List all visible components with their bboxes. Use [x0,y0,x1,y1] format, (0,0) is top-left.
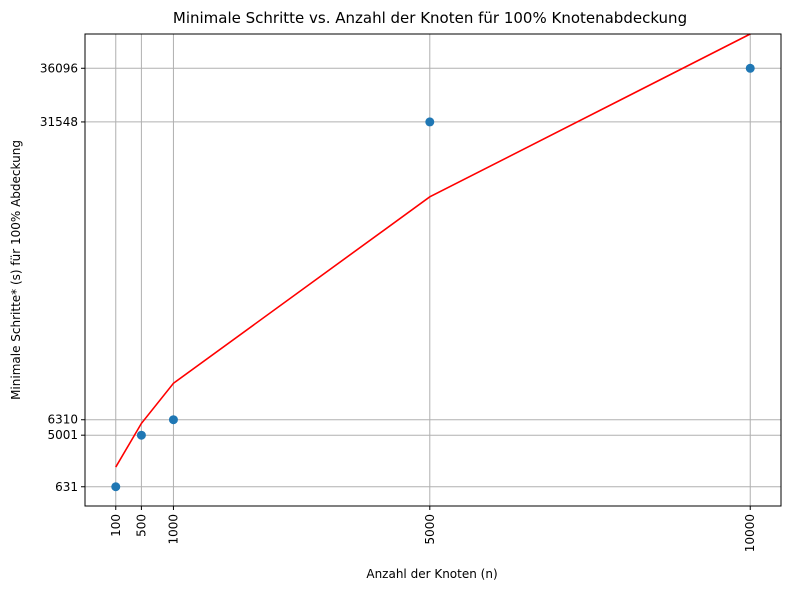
data-point [425,117,435,127]
y-tick-label: 31548 [40,115,78,129]
plot-frame [84,33,782,507]
y-axis-label: Minimale Schritte* (s) für 100% Abdeckun… [9,140,23,400]
fit-line [115,33,751,468]
chart-title: Minimale Schritte vs. Anzahl der Knoten … [173,9,687,27]
data-point [168,415,178,425]
x-tick-label: 100 [109,514,123,537]
x-axis-label: Anzahl der Knoten (n) [366,567,497,581]
grid [85,34,781,506]
x-axis-ticks: 100 500 1000 5000 10000 [109,506,757,552]
data-point [111,482,121,492]
y-tick-label: 6310 [47,413,78,427]
x-tick-label: 1000 [166,514,180,545]
data-points-series [111,63,755,492]
x-tick-label: 5000 [423,514,437,545]
x-tick-label: 10000 [743,514,757,552]
y-tick-label: 36096 [40,61,78,75]
data-point [745,63,755,73]
data-point [136,430,146,440]
y-tick-label: 5001 [47,428,78,442]
x-tick-label: 500 [134,514,148,537]
y-tick-label: 631 [55,480,78,494]
fit-line-series [115,33,751,468]
